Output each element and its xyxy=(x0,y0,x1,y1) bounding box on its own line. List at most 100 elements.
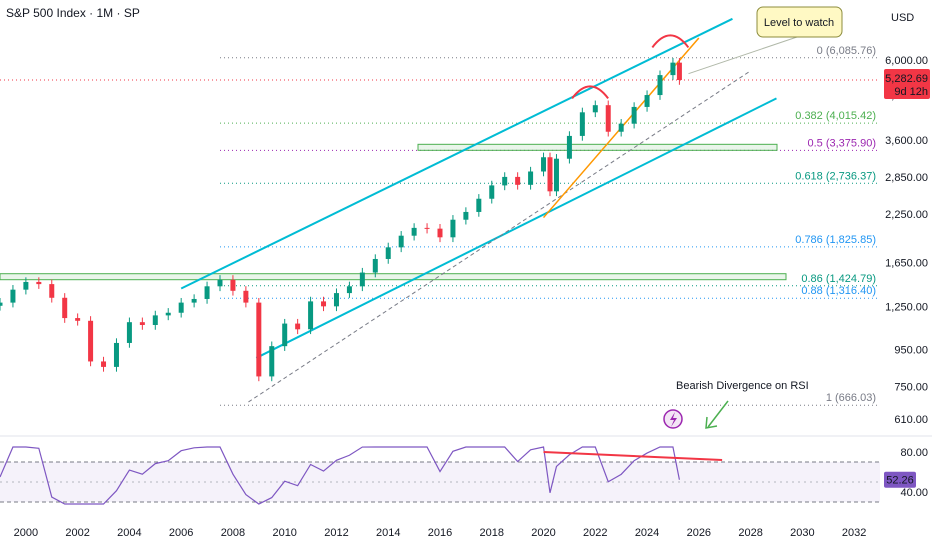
candle-body xyxy=(308,301,314,330)
fib-level-label: 0.382 (4,015.42) xyxy=(795,110,876,122)
channel-lower-line xyxy=(255,97,777,359)
candle-body xyxy=(126,322,132,343)
candle-body xyxy=(670,62,676,76)
price-tick-label: 950.00 xyxy=(894,344,928,356)
candle-body xyxy=(631,106,637,124)
candle-body xyxy=(346,286,352,294)
candle-body xyxy=(152,315,158,325)
time-tick-label: 2032 xyxy=(842,527,866,539)
candle-body xyxy=(75,318,81,321)
rsi-tick-label: 80.00 xyxy=(900,447,928,459)
candle-body xyxy=(36,281,42,285)
candle-body xyxy=(230,279,236,291)
candle-body xyxy=(437,228,443,238)
candle-body xyxy=(644,95,650,107)
candle-body xyxy=(23,281,29,290)
price-tick-label: 1,650.00 xyxy=(885,258,928,270)
time-tick-label: 2016 xyxy=(428,527,452,539)
price-tick-label: 750.00 xyxy=(894,382,928,394)
candle-body xyxy=(139,322,145,325)
candle-body xyxy=(165,312,171,316)
time-tick-label: 2004 xyxy=(117,527,141,539)
candle-body xyxy=(256,302,262,377)
currency-label[interactable]: USD xyxy=(891,12,915,24)
candle-body xyxy=(502,176,508,186)
candle-body xyxy=(243,290,249,303)
candle-body xyxy=(676,62,682,80)
price-tick-label: 2,850.00 xyxy=(885,172,928,184)
fib-level-label: 0.618 (2,736.37) xyxy=(795,170,876,182)
candle-body xyxy=(113,342,119,367)
candle-body xyxy=(101,361,107,367)
time-tick-label: 2026 xyxy=(687,527,711,539)
divergence-arrowhead xyxy=(705,416,718,429)
time-tick-label: 2018 xyxy=(480,527,504,539)
divergence-arrow xyxy=(707,400,729,428)
time-tick-label: 2022 xyxy=(583,527,607,539)
candle-body xyxy=(295,323,301,330)
candle-body xyxy=(657,75,663,96)
price-tick-label: 2,250.00 xyxy=(885,209,928,221)
fib-level-label: 0 (6,085.76) xyxy=(817,45,876,57)
fib-level-label: 0.86 (1,424.79) xyxy=(801,273,876,285)
candle-body xyxy=(204,286,210,299)
chart-title: S&P 500 Index · 1M · SP xyxy=(6,6,140,20)
candle-body xyxy=(411,227,417,236)
time-tick-label: 2028 xyxy=(738,527,762,539)
candle-body xyxy=(450,219,456,238)
rsi-value-badge xyxy=(884,471,916,488)
lightning-glyph xyxy=(670,412,677,427)
time-tick-label: 2002 xyxy=(65,527,89,539)
candle-body xyxy=(424,227,430,229)
support-zone-lower xyxy=(0,273,787,281)
candle-body xyxy=(398,235,404,248)
rsi-value-text: 52.26 xyxy=(886,475,914,487)
candle-body xyxy=(10,289,16,303)
channel-mid-dashed xyxy=(248,70,751,403)
time-tick-label: 2000 xyxy=(14,527,38,539)
candle-body xyxy=(321,301,327,307)
time-tick-label: 2010 xyxy=(272,527,296,539)
price-tick-label: 6,000.00 xyxy=(885,55,928,67)
last-price-text: 5,282.69 xyxy=(885,73,928,85)
candle-body xyxy=(541,157,547,172)
candle-body xyxy=(62,297,68,319)
time-tick-label: 2020 xyxy=(531,527,555,539)
price-tick-label: 610.00 xyxy=(894,414,928,426)
fib-level-label: 1 (666.03) xyxy=(826,392,876,404)
callout-box xyxy=(756,6,843,38)
fib-level-label: 0.5 (3,375.90) xyxy=(808,137,877,149)
candle-body xyxy=(333,293,339,307)
candle-body xyxy=(605,105,611,132)
callout-pointer xyxy=(688,36,798,75)
candle-body xyxy=(49,284,55,298)
rsi-divergence-line xyxy=(543,451,723,461)
fib-level-label: 0.88 (1,316.40) xyxy=(801,285,876,297)
price-tick-label: 1,250.00 xyxy=(885,301,928,313)
candle-body xyxy=(528,171,534,185)
callout-text: Level to watch xyxy=(764,17,834,29)
last-price-badge xyxy=(884,68,930,99)
divergence-label: Bearish Divergence on RSI xyxy=(676,380,809,392)
support-zone-upper xyxy=(417,143,778,151)
candle-body xyxy=(88,320,94,362)
candle-body xyxy=(618,123,624,132)
candle-body xyxy=(178,302,184,313)
countdown-text: 9d 12h xyxy=(894,86,928,98)
peak-arc-1 xyxy=(571,85,609,99)
price-tick-label: 3,600.00 xyxy=(885,135,928,147)
candle-body xyxy=(592,105,598,113)
candle-body xyxy=(359,272,365,287)
fib-level-label: 0.786 (1,825.85) xyxy=(795,234,876,246)
candle-body xyxy=(217,279,223,287)
channel-upper-line xyxy=(180,17,733,290)
time-tick-label: 2012 xyxy=(324,527,348,539)
candle-body xyxy=(547,157,553,192)
candle-body xyxy=(0,302,3,306)
peak-arc-2 xyxy=(651,34,690,49)
time-tick-label: 2030 xyxy=(790,527,814,539)
candle-body xyxy=(282,323,288,347)
